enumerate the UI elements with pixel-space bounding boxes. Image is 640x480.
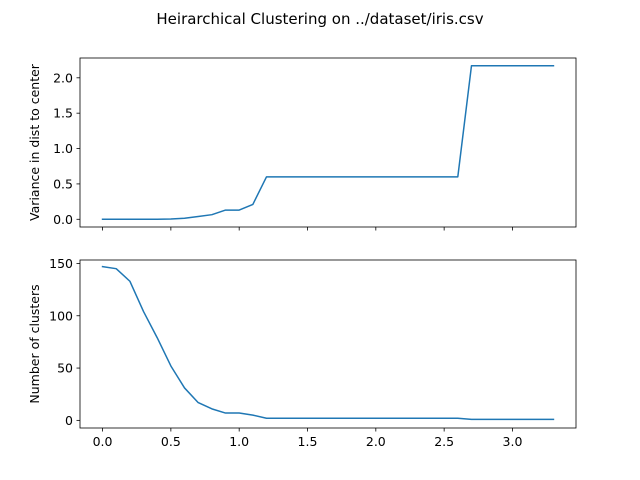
y-tick-label: 1.5 bbox=[53, 106, 73, 121]
x-tick-label: 2.0 bbox=[366, 434, 386, 449]
y-tick-label: 1.0 bbox=[53, 141, 73, 156]
series-line-2 bbox=[101, 265, 555, 421]
axes-frame-2 bbox=[79, 259, 577, 429]
plots-container: 0.0 0.5 1.0 1.5 2.0 Variance in dist to cente… bbox=[27, 57, 577, 449]
figure-title: Heirarchical Clustering on ../dataset/ir… bbox=[156, 10, 483, 28]
y-tick-label: 2.0 bbox=[53, 70, 73, 85]
subplot-1: 0.0 0.5 1.0 1.5 2.0 Variance in dist to cente… bbox=[27, 57, 577, 231]
y-axis-label-1: Variance in dist to center bbox=[27, 63, 42, 221]
series-line-1 bbox=[101, 65, 555, 221]
x-tick-label: 3.0 bbox=[503, 434, 523, 449]
x-tick-label: 1.0 bbox=[229, 434, 249, 449]
subplot-2: 0.0 0.5 1.0 1.5 2.0 2.5 3.0 0 50 100 150 Number of … bbox=[27, 256, 577, 449]
y-tick-label: 0.0 bbox=[53, 212, 73, 227]
y-axis-label-2: Number of clusters bbox=[27, 284, 42, 403]
y-tick-label: 150 bbox=[49, 256, 73, 271]
x-tick-label: 1.5 bbox=[298, 434, 318, 449]
x-tick-label: 2.5 bbox=[434, 434, 454, 449]
y-tick-label: 50 bbox=[57, 361, 73, 376]
x-tick-label: 0.5 bbox=[161, 434, 181, 449]
axes-frame-1 bbox=[79, 57, 577, 228]
x-tick-label: 0.0 bbox=[93, 434, 113, 449]
y-tick-label: 0.5 bbox=[53, 176, 73, 191]
y-tick-label: 100 bbox=[49, 308, 73, 323]
y-tick-label: 0 bbox=[65, 413, 73, 428]
